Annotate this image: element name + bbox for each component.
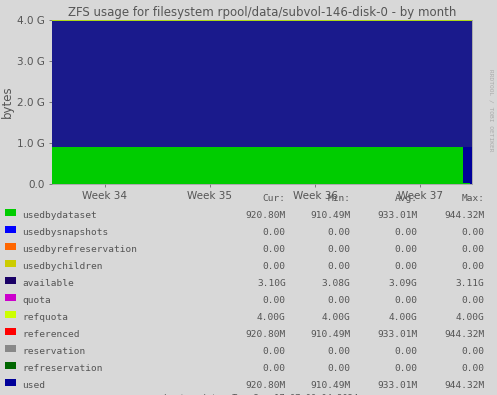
Text: 0.00: 0.00 [462,245,485,254]
Text: 0.00: 0.00 [328,228,350,237]
Text: used: used [22,381,45,390]
Text: 4.00G: 4.00G [456,313,485,322]
Text: 0.00: 0.00 [395,245,417,254]
Text: 944.32M: 944.32M [444,330,485,339]
Text: 0.00: 0.00 [328,347,350,356]
Text: 0.00: 0.00 [395,262,417,271]
Text: 0.00: 0.00 [328,296,350,305]
Text: reservation: reservation [22,347,85,356]
Text: usedbysnapshots: usedbysnapshots [22,228,109,237]
Text: 0.00: 0.00 [462,347,485,356]
Text: 3.09G: 3.09G [389,279,417,288]
Text: refreservation: refreservation [22,364,103,373]
Text: 0.00: 0.00 [395,364,417,373]
Text: 3.08G: 3.08G [322,279,350,288]
Text: 933.01M: 933.01M [377,211,417,220]
Text: 0.00: 0.00 [263,228,286,237]
Text: 910.49M: 910.49M [310,330,350,339]
Text: referenced: referenced [22,330,80,339]
Text: usedbychildren: usedbychildren [22,262,103,271]
Y-axis label: bytes: bytes [1,85,14,118]
Text: 920.80M: 920.80M [246,330,286,339]
Text: 944.32M: 944.32M [444,381,485,390]
Text: 910.49M: 910.49M [310,381,350,390]
Text: 0.00: 0.00 [462,296,485,305]
Text: 0.00: 0.00 [263,347,286,356]
Text: usedbydataset: usedbydataset [22,211,97,220]
Text: 0.00: 0.00 [263,245,286,254]
Text: 4.00G: 4.00G [389,313,417,322]
Text: 0.00: 0.00 [395,296,417,305]
Text: 3.11G: 3.11G [456,279,485,288]
Text: Max:: Max: [462,194,485,203]
Text: Min:: Min: [328,194,350,203]
Text: 0.00: 0.00 [462,228,485,237]
Text: 0.00: 0.00 [328,364,350,373]
Text: 4.00G: 4.00G [322,313,350,322]
Text: available: available [22,279,74,288]
Text: RRDTOOL / TOBI OETIKER: RRDTOOL / TOBI OETIKER [489,70,494,152]
Text: 933.01M: 933.01M [377,330,417,339]
Text: 0.00: 0.00 [263,364,286,373]
Text: Avg:: Avg: [395,194,417,203]
Text: 3.10G: 3.10G [257,279,286,288]
Text: 0.00: 0.00 [328,245,350,254]
Text: 0.00: 0.00 [328,262,350,271]
Title: ZFS usage for filesystem rpool/data/subvol-146-disk-0 - by month: ZFS usage for filesystem rpool/data/subv… [68,6,456,19]
Text: 910.49M: 910.49M [310,211,350,220]
Text: 4.00G: 4.00G [257,313,286,322]
Text: Last update: Tue Sep 17 07:00:04 2024: Last update: Tue Sep 17 07:00:04 2024 [164,394,358,395]
Text: usedbyrefreservation: usedbyrefreservation [22,245,137,254]
Text: 0.00: 0.00 [263,262,286,271]
Text: quota: quota [22,296,51,305]
Text: 944.32M: 944.32M [444,211,485,220]
Text: 0.00: 0.00 [462,364,485,373]
Text: refquota: refquota [22,313,69,322]
Text: 0.00: 0.00 [263,296,286,305]
Text: 920.80M: 920.80M [246,211,286,220]
Text: 0.00: 0.00 [462,262,485,271]
Text: Cur:: Cur: [263,194,286,203]
Text: 920.80M: 920.80M [246,381,286,390]
Text: 933.01M: 933.01M [377,381,417,390]
Text: 0.00: 0.00 [395,228,417,237]
Text: 0.00: 0.00 [395,347,417,356]
